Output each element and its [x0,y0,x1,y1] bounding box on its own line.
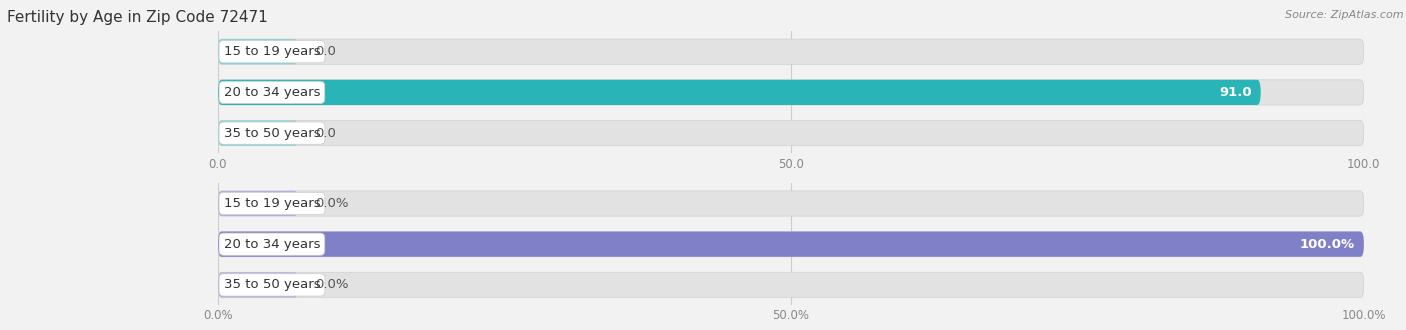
Text: 35 to 50 years: 35 to 50 years [224,279,321,291]
FancyBboxPatch shape [218,272,1364,298]
Text: 20 to 34 years: 20 to 34 years [224,86,321,99]
FancyBboxPatch shape [218,39,1364,64]
Text: 0.0: 0.0 [315,127,336,140]
FancyBboxPatch shape [218,39,298,64]
Text: Fertility by Age in Zip Code 72471: Fertility by Age in Zip Code 72471 [7,10,267,25]
Text: 20 to 34 years: 20 to 34 years [224,238,321,251]
FancyBboxPatch shape [218,120,1364,146]
Text: 100.0%: 100.0% [1299,238,1354,251]
Text: 35 to 50 years: 35 to 50 years [224,127,321,140]
Text: Source: ZipAtlas.com: Source: ZipAtlas.com [1285,10,1403,20]
FancyBboxPatch shape [218,191,1364,216]
FancyBboxPatch shape [218,232,1364,257]
FancyBboxPatch shape [218,191,298,216]
FancyBboxPatch shape [218,232,1364,257]
Text: 0.0: 0.0 [315,45,336,58]
FancyBboxPatch shape [218,80,1261,105]
Text: 0.0%: 0.0% [315,279,349,291]
Text: 91.0: 91.0 [1219,86,1251,99]
Text: 0.0%: 0.0% [315,197,349,210]
Text: 15 to 19 years: 15 to 19 years [224,45,321,58]
FancyBboxPatch shape [218,120,298,146]
Text: 15 to 19 years: 15 to 19 years [224,197,321,210]
FancyBboxPatch shape [218,80,1364,105]
FancyBboxPatch shape [218,272,298,298]
